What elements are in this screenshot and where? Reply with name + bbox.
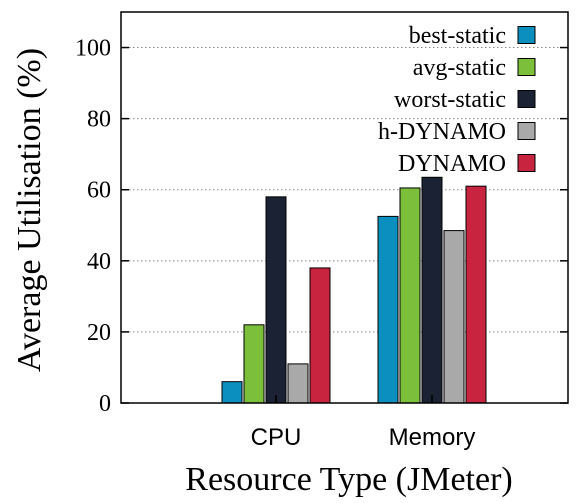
plot-frame (120, 11, 569, 404)
bar-h-dynamo-memory (443, 230, 465, 404)
plot-border (120, 11, 569, 404)
bar-avg-static-cpu (243, 324, 265, 404)
legend-label: best-static (409, 23, 506, 49)
x-tick-label: Memory (389, 424, 476, 451)
x-axis-categories: CPU Memory (251, 395, 476, 451)
bar-h-dynamo-cpu (287, 363, 309, 404)
y-tick-label: 80 (87, 107, 111, 133)
x-axis-title: Resource Type (JMeter) (185, 461, 512, 498)
legend-swatch (517, 154, 536, 172)
legend-swatch (517, 122, 536, 140)
legend-label: worst-static (394, 87, 506, 113)
bar-best-static-memory (377, 215, 399, 404)
bar-best-static-cpu (221, 381, 243, 404)
x-tick-label: CPU (251, 424, 302, 451)
legend-label: avg-static (413, 55, 506, 81)
bar-worst-static-memory (421, 176, 443, 404)
legend-label: h-DYNAMO (378, 119, 506, 145)
y-axis-title: Average Utilisation (%) (11, 48, 48, 372)
bar-worst-static-cpu (265, 196, 287, 404)
legend-label: DYNAMO (398, 151, 506, 177)
y-tick-label: 0 (99, 391, 111, 417)
gridlines (121, 47, 568, 333)
legend-swatch (517, 26, 536, 44)
bar-avg-static-memory (399, 187, 421, 404)
y-tick-label: 60 (87, 178, 111, 204)
y-axis-ticks: 0 20 40 60 80 100 (75, 36, 568, 417)
bar-dynamo-memory (465, 185, 487, 404)
y-tick-label: 40 (87, 249, 111, 275)
bars (221, 176, 487, 404)
legend-swatch (517, 90, 536, 108)
legend: best-static avg-static worst-static h-DYNAM… (378, 23, 536, 177)
bar-dynamo-cpu (309, 267, 331, 404)
legend-swatch (517, 58, 536, 76)
y-tick-label: 20 (87, 320, 111, 346)
y-tick-label: 100 (75, 36, 111, 62)
